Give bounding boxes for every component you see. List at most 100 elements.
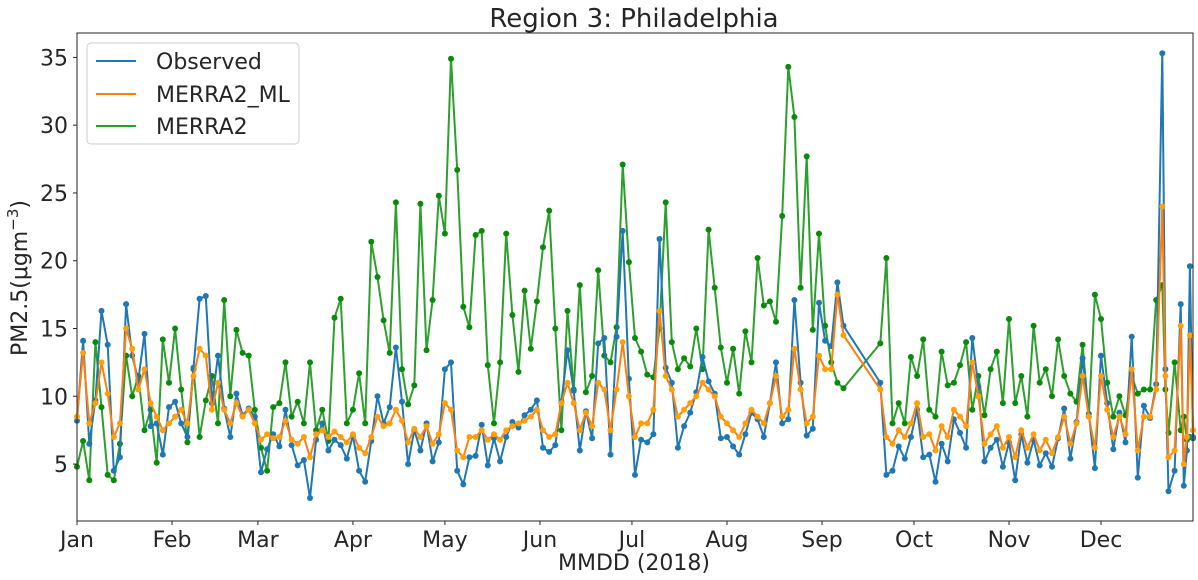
data-point-observed [907,434,914,440]
data-point-merra2-ml [693,393,700,400]
data-point-observed [1140,402,1147,409]
data-point-merra2-ml [1186,332,1193,339]
data-point-merra2 [1012,400,1019,407]
data-point-observed [435,439,442,446]
data-point-observed [319,420,326,427]
data-point-merra2-ml [797,386,804,393]
data-point-merra2 [969,406,976,413]
data-point-merra2 [576,282,583,289]
data-point-merra2 [1110,413,1117,420]
data-point-merra2-ml [497,436,504,443]
data-point-merra2-ml [202,352,209,359]
data-point-observed [1067,455,1074,462]
data-point-merra2-ml [766,400,773,407]
data-point-merra2 [392,199,399,206]
data-point-merra2 [411,382,418,389]
data-point-observed [392,344,399,351]
data-point-observed [1049,463,1055,470]
data-point-observed [460,481,467,488]
data-point-merra2-ml [779,413,786,420]
data-point-observed [178,420,185,427]
data-point-observed [1177,301,1184,308]
data-point-observed [963,444,970,451]
data-point-merra2-ml [423,423,430,430]
x-tick-label: Jan [58,528,94,553]
data-point-merra2-ml [674,413,681,420]
data-point-merra2-ml [803,420,810,427]
x-tick-label: Jul [617,528,646,553]
data-point-merra2-ml [724,420,730,427]
data-point-merra2 [343,420,350,427]
data-point-observed [546,448,553,455]
data-point-merra2 [503,230,510,237]
data-point-merra2 [472,232,479,238]
data-point-observed [374,393,381,400]
data-point-merra2 [950,379,957,386]
data-point-merra2 [110,477,117,484]
data-point-merra2 [386,349,393,356]
data-point-merra2 [423,347,430,354]
data-point-merra2-ml [1162,373,1169,379]
data-point-merra2-ml [717,413,724,420]
data-point-merra2-ml [251,420,258,427]
data-point-merra2 [987,366,994,373]
data-point-merra2 [509,312,516,318]
data-point-merra2-ml [294,440,301,447]
data-point-observed [724,434,730,440]
data-point-merra2-ml [196,345,203,352]
data-point-merra2 [1061,373,1068,379]
data-point-merra2 [337,295,344,302]
data-point-merra2-ml [208,406,215,413]
data-point-merra2 [895,400,902,407]
data-point-merra2 [417,200,424,207]
data-point-merra2-ml [1012,454,1019,461]
data-point-observed [730,443,737,450]
data-point-merra2-ml [374,413,381,420]
data-point-merra2-ml [380,423,387,430]
data-point-merra2 [540,244,546,251]
data-point-merra2-ml [576,427,583,434]
data-point-merra2 [1030,322,1037,329]
data-point-merra2-ml [828,366,835,373]
data-point-merra2-ml [564,379,571,386]
data-point-merra2 [1067,390,1074,397]
data-point-merra2 [215,420,221,427]
data-point-merra2-ml [901,434,908,440]
data-point-observed [1091,465,1098,472]
data-point-merra2-ml [491,431,497,438]
data-point-merra2-ml [448,406,454,413]
data-point-merra2-ml [785,406,792,413]
data-point-merra2 [993,348,1000,355]
data-point-merra2 [380,317,387,324]
data-point-merra2 [1091,291,1098,298]
data-point-observed [527,406,534,413]
data-point-merra2-ml [582,409,589,416]
data-point-merra2 [368,238,375,245]
data-point-merra2 [196,434,203,440]
data-point-merra2-ml [86,420,93,427]
data-point-observed [264,446,271,453]
data-point-observed [1171,467,1178,474]
data-point-merra2-ml [429,440,436,447]
data-point-merra2-ml [632,434,638,440]
data-point-observed [920,454,927,461]
data-point-merra2-ml [392,406,399,413]
data-point-merra2-ml [331,428,338,435]
data-point-observed [110,467,117,474]
data-point-observed [1122,439,1129,446]
data-point-observed [601,335,608,341]
data-point-merra2 [760,302,767,309]
data-point-observed [1134,474,1141,481]
data-point-merra2 [785,63,792,70]
data-point-merra2 [129,393,136,400]
data-point-merra2 [356,370,363,377]
x-axis-ticks: Jan Feb Mar Apr May Jun Jul Aug Sep Oct Nov Dec [58,521,1122,553]
y-tick-label: 30 [40,114,68,139]
data-point-observed [429,458,436,465]
data-point-merra2-ml [705,386,712,393]
data-point-merra2-ml [521,417,528,424]
data-point-merra2 [625,259,632,266]
data-point-merra2-ml [356,444,363,451]
data-point-merra2-ml [711,393,718,400]
data-point-merra2-ml [172,413,179,420]
